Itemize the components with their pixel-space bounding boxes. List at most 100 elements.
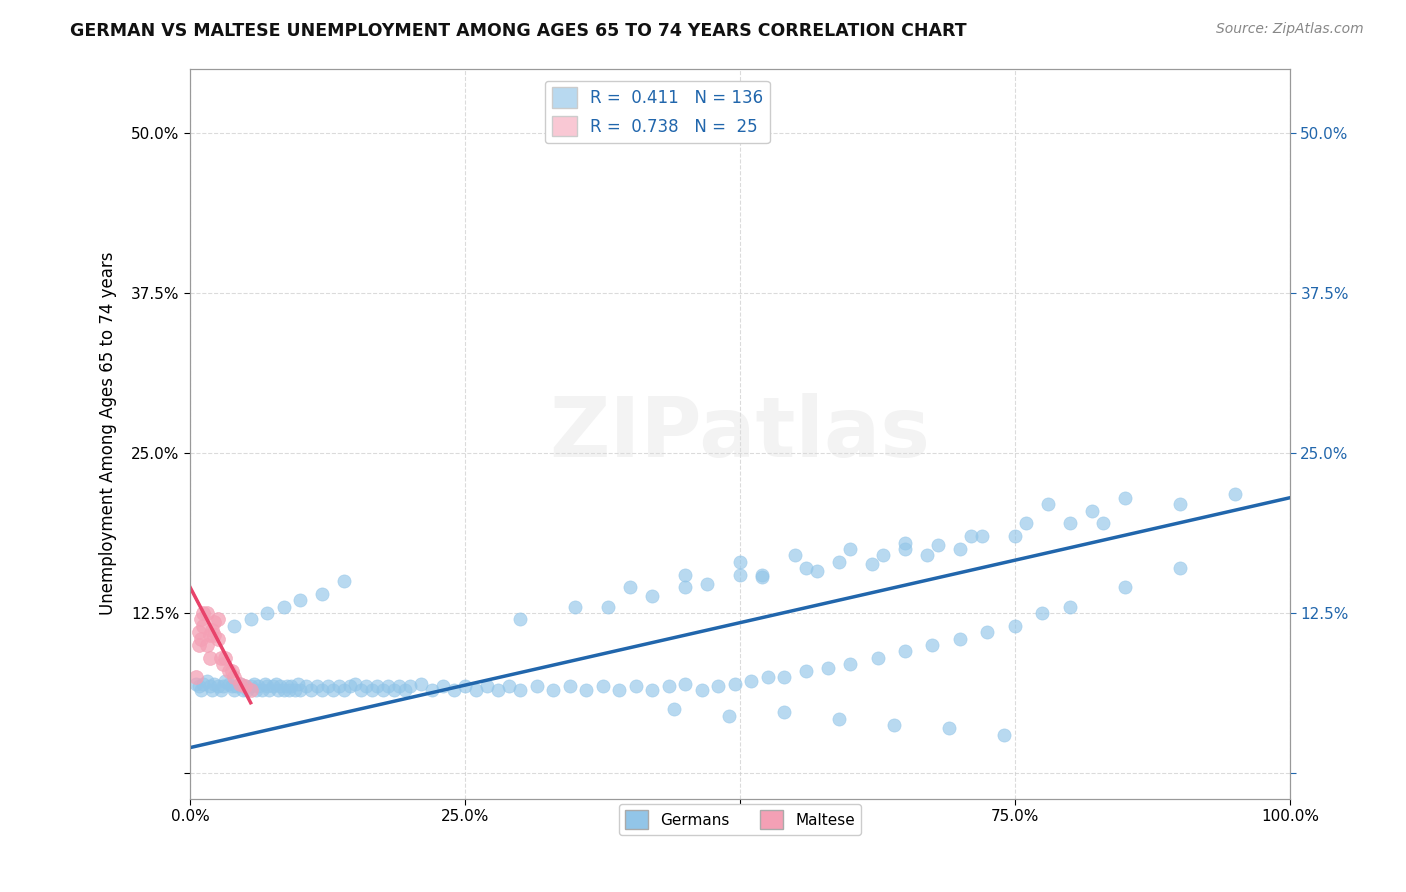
Point: [718, 708, 741, 723]
Point: [1114, 491, 1136, 505]
Point: [993, 728, 1015, 742]
Point: [188, 625, 211, 640]
Point: [723, 676, 745, 690]
Point: [596, 599, 619, 614]
Point: [202, 615, 225, 629]
Point: [839, 541, 862, 556]
Point: [259, 682, 281, 697]
Point: [198, 628, 221, 642]
Point: [1168, 497, 1191, 511]
Point: [247, 679, 270, 693]
Point: [673, 567, 696, 582]
Point: [673, 581, 696, 595]
Point: [209, 682, 232, 697]
Point: [921, 638, 943, 652]
Point: [276, 679, 298, 693]
Point: [399, 679, 422, 693]
Point: [794, 561, 817, 575]
Point: [299, 682, 322, 697]
Point: [1081, 503, 1104, 517]
Point: [316, 679, 339, 693]
Point: [188, 638, 211, 652]
Point: [976, 625, 998, 640]
Point: [1004, 529, 1026, 543]
Point: [641, 682, 664, 697]
Point: [239, 679, 262, 693]
Point: [949, 541, 972, 556]
Point: [288, 593, 311, 607]
Point: [328, 679, 350, 693]
Point: [212, 657, 235, 672]
Point: [360, 682, 382, 697]
Point: [207, 612, 229, 626]
Point: [371, 682, 394, 697]
Point: [233, 679, 256, 693]
Point: [253, 676, 276, 690]
Point: [894, 644, 917, 658]
Point: [575, 682, 598, 697]
Point: [411, 676, 433, 690]
Point: [184, 676, 207, 690]
Point: [267, 682, 290, 697]
Point: [305, 679, 328, 693]
Point: [232, 682, 254, 697]
Point: [269, 679, 291, 693]
Point: [262, 679, 284, 693]
Point: [287, 676, 309, 690]
Point: [751, 570, 773, 584]
Point: [218, 664, 240, 678]
Point: [860, 558, 883, 572]
Point: [311, 682, 333, 697]
Point: [366, 679, 388, 693]
Point: [333, 574, 356, 588]
Point: [817, 661, 839, 675]
Point: [783, 549, 806, 563]
Point: [294, 679, 316, 693]
Point: [607, 682, 630, 697]
Text: Source: ZipAtlas.com: Source: ZipAtlas.com: [1216, 22, 1364, 37]
Point: [190, 682, 212, 697]
Point: [938, 722, 960, 736]
Point: [696, 576, 718, 591]
Point: [894, 541, 917, 556]
Point: [794, 664, 817, 678]
Point: [209, 651, 232, 665]
Point: [773, 670, 796, 684]
Point: [915, 549, 938, 563]
Point: [273, 682, 295, 697]
Point: [960, 529, 983, 543]
Point: [212, 679, 235, 693]
Point: [233, 679, 256, 693]
Point: [394, 682, 416, 697]
Text: GERMAN VS MALTESE UNEMPLOYMENT AMONG AGES 65 TO 74 YEARS CORRELATION CHART: GERMAN VS MALTESE UNEMPLOYMENT AMONG AGE…: [70, 22, 967, 40]
Point: [1114, 581, 1136, 595]
Point: [1031, 606, 1053, 620]
Point: [273, 599, 295, 614]
Point: [193, 606, 215, 620]
Point: [188, 679, 211, 693]
Point: [218, 676, 240, 690]
Point: [509, 682, 531, 697]
Point: [201, 623, 224, 637]
Point: [509, 612, 531, 626]
Point: [344, 676, 367, 690]
Point: [322, 682, 344, 697]
Point: [828, 555, 851, 569]
Point: [225, 679, 247, 693]
Point: [224, 670, 246, 684]
Point: [773, 705, 796, 719]
Point: [377, 679, 399, 693]
Point: [245, 682, 267, 697]
Point: [193, 676, 215, 690]
Point: [1059, 599, 1081, 614]
Point: [198, 651, 221, 665]
Point: [190, 632, 212, 646]
Point: [333, 682, 356, 697]
Point: [475, 679, 498, 693]
Point: [243, 676, 266, 690]
Point: [443, 682, 465, 697]
Point: [202, 628, 225, 642]
Point: [236, 682, 259, 697]
Point: [202, 676, 225, 690]
Point: [250, 682, 273, 697]
